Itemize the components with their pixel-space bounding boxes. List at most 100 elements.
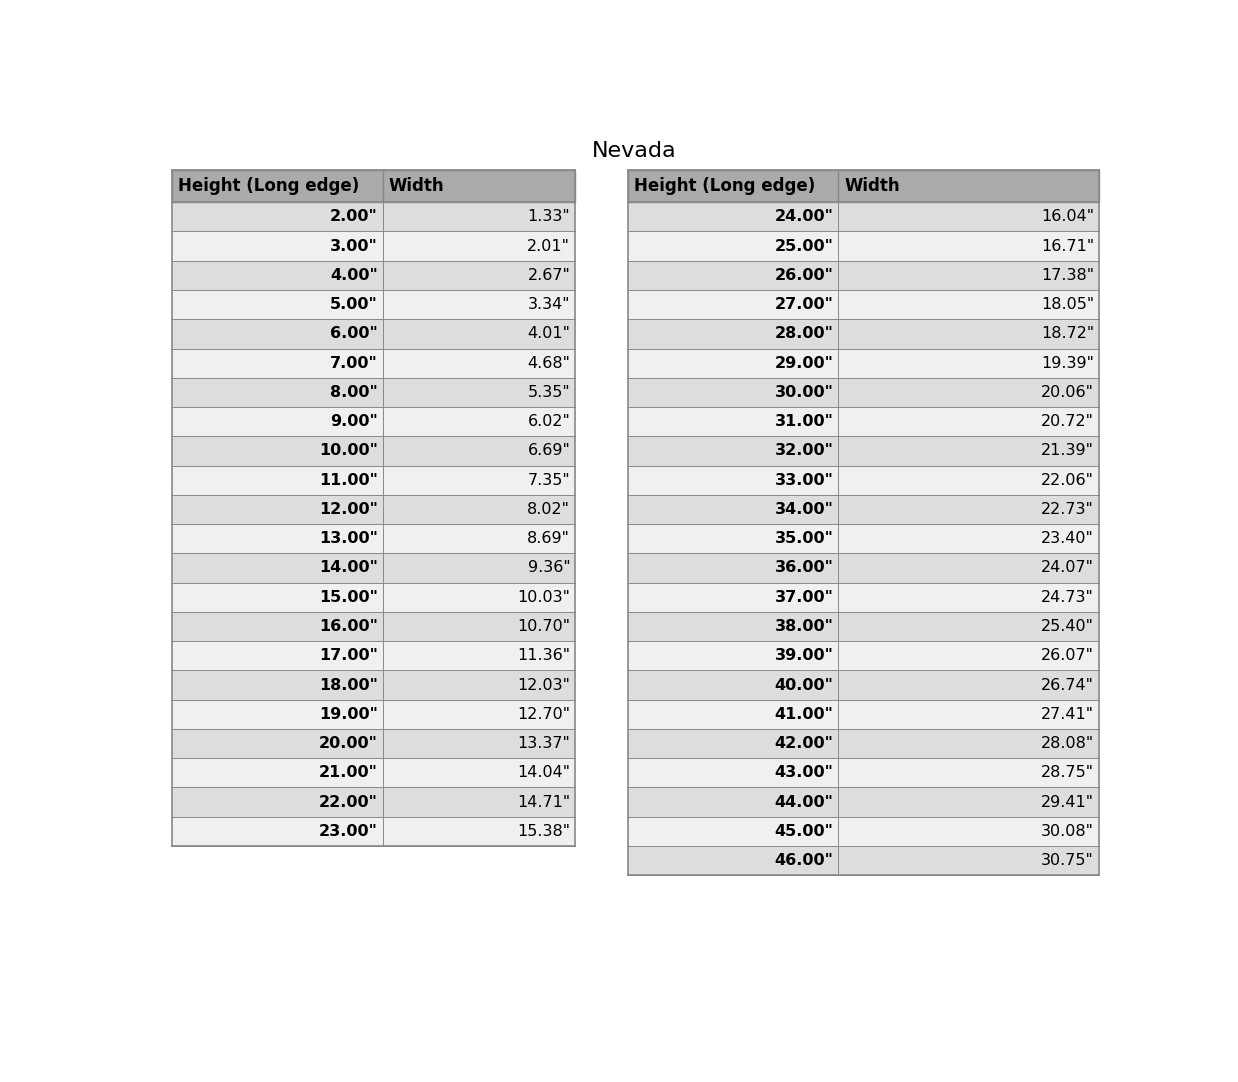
Text: 41.00": 41.00" xyxy=(775,707,833,722)
Text: 18.05": 18.05" xyxy=(1041,298,1094,312)
Bar xyxy=(172,494,574,524)
Text: 29.00": 29.00" xyxy=(775,356,833,371)
Text: 8.69": 8.69" xyxy=(527,531,571,546)
Text: 2.00": 2.00" xyxy=(331,209,378,224)
Text: 7.35": 7.35" xyxy=(527,473,571,488)
Bar xyxy=(628,700,1098,729)
Text: 1.33": 1.33" xyxy=(527,209,571,224)
Text: 18.00": 18.00" xyxy=(319,677,378,692)
Bar xyxy=(628,407,1098,436)
Text: 10.03": 10.03" xyxy=(517,590,571,605)
Text: 3.00": 3.00" xyxy=(331,239,378,253)
Bar xyxy=(628,524,1098,553)
Text: 19.39": 19.39" xyxy=(1041,356,1094,371)
Text: 4.01": 4.01" xyxy=(527,327,571,342)
Bar xyxy=(172,758,574,788)
Text: 30.08": 30.08" xyxy=(1041,823,1094,839)
Bar xyxy=(172,700,574,729)
Text: 25.00": 25.00" xyxy=(775,239,833,253)
Bar xyxy=(172,611,574,642)
Text: 16.71": 16.71" xyxy=(1041,239,1094,253)
Bar xyxy=(172,553,574,582)
Text: 15.00": 15.00" xyxy=(319,590,378,605)
Text: 38.00": 38.00" xyxy=(775,619,833,634)
Text: 19.00": 19.00" xyxy=(319,707,378,722)
Text: 21.00": 21.00" xyxy=(319,765,378,780)
Text: 26.07": 26.07" xyxy=(1041,648,1094,663)
Text: 13.37": 13.37" xyxy=(517,736,571,751)
Text: 24.73": 24.73" xyxy=(1041,590,1094,605)
Text: Width: Width xyxy=(844,177,900,195)
Bar xyxy=(628,170,1098,202)
Text: Height (Long edge): Height (Long edge) xyxy=(634,177,815,195)
Bar xyxy=(628,788,1098,817)
Text: 4.68": 4.68" xyxy=(527,356,571,371)
Text: 6.02": 6.02" xyxy=(527,414,571,430)
Bar xyxy=(172,671,574,700)
Text: 22.06": 22.06" xyxy=(1041,473,1094,488)
Text: 36.00": 36.00" xyxy=(775,560,833,576)
Text: 32.00": 32.00" xyxy=(775,444,833,459)
Text: 24.07": 24.07" xyxy=(1041,560,1094,576)
Text: 34.00": 34.00" xyxy=(775,502,833,517)
Bar xyxy=(628,378,1098,407)
Bar xyxy=(172,407,574,436)
Text: 20.72": 20.72" xyxy=(1041,414,1094,430)
Text: 21.39": 21.39" xyxy=(1041,444,1094,459)
Text: 3.34": 3.34" xyxy=(527,298,571,312)
Text: 35.00": 35.00" xyxy=(775,531,833,546)
Text: 37.00": 37.00" xyxy=(775,590,833,605)
Bar xyxy=(172,465,574,494)
Bar xyxy=(628,348,1098,378)
Text: 20.00": 20.00" xyxy=(319,736,378,751)
Text: 45.00": 45.00" xyxy=(775,823,833,839)
Text: 12.70": 12.70" xyxy=(517,707,571,722)
Bar xyxy=(628,494,1098,524)
Text: 9.36": 9.36" xyxy=(527,560,571,576)
Bar xyxy=(628,436,1098,465)
Text: 16.00": 16.00" xyxy=(319,619,378,634)
Text: 22.73": 22.73" xyxy=(1041,502,1094,517)
Bar xyxy=(172,817,574,846)
Text: 4.00": 4.00" xyxy=(331,268,378,282)
Bar xyxy=(172,319,574,348)
Text: 27.00": 27.00" xyxy=(775,298,833,312)
Text: Nevada: Nevada xyxy=(592,141,677,160)
Text: 22.00": 22.00" xyxy=(319,794,378,809)
Bar xyxy=(628,202,1098,232)
Text: 10.00": 10.00" xyxy=(319,444,378,459)
Bar xyxy=(628,261,1098,290)
Bar xyxy=(628,290,1098,319)
Bar xyxy=(172,642,574,671)
Bar xyxy=(172,524,574,553)
Bar xyxy=(172,729,574,758)
Text: 28.00": 28.00" xyxy=(775,327,833,342)
Text: 23.40": 23.40" xyxy=(1041,531,1094,546)
Text: 6.00": 6.00" xyxy=(331,327,378,342)
Text: 2.67": 2.67" xyxy=(527,268,571,282)
Text: 5.35": 5.35" xyxy=(527,385,571,400)
Text: 15.38": 15.38" xyxy=(517,823,571,839)
Text: 11.36": 11.36" xyxy=(517,648,571,663)
Text: 30.75": 30.75" xyxy=(1041,853,1094,868)
Text: 23.00": 23.00" xyxy=(319,823,378,839)
Bar xyxy=(172,232,574,261)
Bar xyxy=(628,758,1098,788)
Text: 17.00": 17.00" xyxy=(319,648,378,663)
Text: Width: Width xyxy=(389,177,444,195)
Text: 8.00": 8.00" xyxy=(331,385,378,400)
Bar xyxy=(628,232,1098,261)
Bar xyxy=(628,729,1098,758)
Text: 12.00": 12.00" xyxy=(319,502,378,517)
Bar xyxy=(172,261,574,290)
Text: 31.00": 31.00" xyxy=(775,414,833,430)
Text: 8.02": 8.02" xyxy=(527,502,571,517)
Text: 14.04": 14.04" xyxy=(517,765,571,780)
Bar xyxy=(172,582,574,611)
Text: 46.00": 46.00" xyxy=(775,853,833,868)
Text: 17.38": 17.38" xyxy=(1041,268,1094,282)
Text: 43.00": 43.00" xyxy=(775,765,833,780)
Bar xyxy=(172,290,574,319)
Text: 14.71": 14.71" xyxy=(517,794,571,809)
Bar xyxy=(628,817,1098,846)
